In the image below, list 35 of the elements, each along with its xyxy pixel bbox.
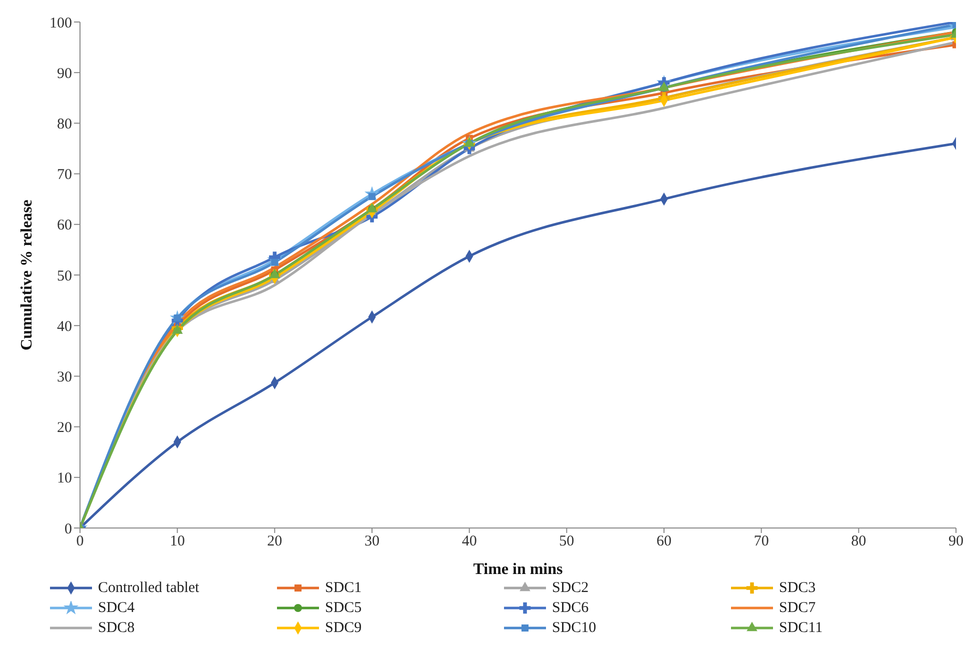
legend-label: SDC4 [98,600,135,616]
y-tick-label: 60 [57,218,72,234]
x-tick-label: 10 [170,534,185,550]
y-tick-label: 30 [57,370,72,386]
legend-label: SDC3 [779,580,816,596]
y-tick-label: 10 [57,470,72,487]
legend-label: SDC9 [325,620,362,636]
x-tick-label: 70 [754,534,769,550]
y-tick-label: 40 [57,318,72,335]
x-tick-label: 20 [267,534,282,550]
x-tick-label: 40 [462,534,477,550]
legend-label: Controlled tablet [98,580,200,596]
y-axis-title: Cumulative % release [18,200,36,350]
x-tick-label: 30 [364,534,380,550]
legend-label: SDC11 [779,620,823,636]
y-tick-label: 100 [50,15,72,32]
x-tick-label: 0 [76,534,84,550]
x-axis-title: Time in mins [473,561,563,578]
x-tick-label: 60 [656,534,672,550]
y-tick-label: 50 [57,268,72,284]
y-tick-label: 0 [64,521,72,538]
legend-label: SDC5 [325,600,362,616]
legend-label: SDC8 [98,620,135,636]
y-tick-label: 70 [57,167,72,184]
legend-label: SDC10 [552,620,596,636]
y-tick-label: 80 [57,116,72,133]
x-tick-label: 50 [559,534,574,550]
y-tick-label: 90 [57,66,72,82]
legend-label: SDC6 [552,600,589,616]
legend-label: SDC7 [779,600,816,616]
x-tick-label: 90 [948,534,964,550]
x-tick-label: 80 [851,534,866,550]
y-tick-label: 20 [57,420,72,436]
legend-label: SDC2 [552,580,589,596]
legend-label: SDC1 [325,580,362,596]
